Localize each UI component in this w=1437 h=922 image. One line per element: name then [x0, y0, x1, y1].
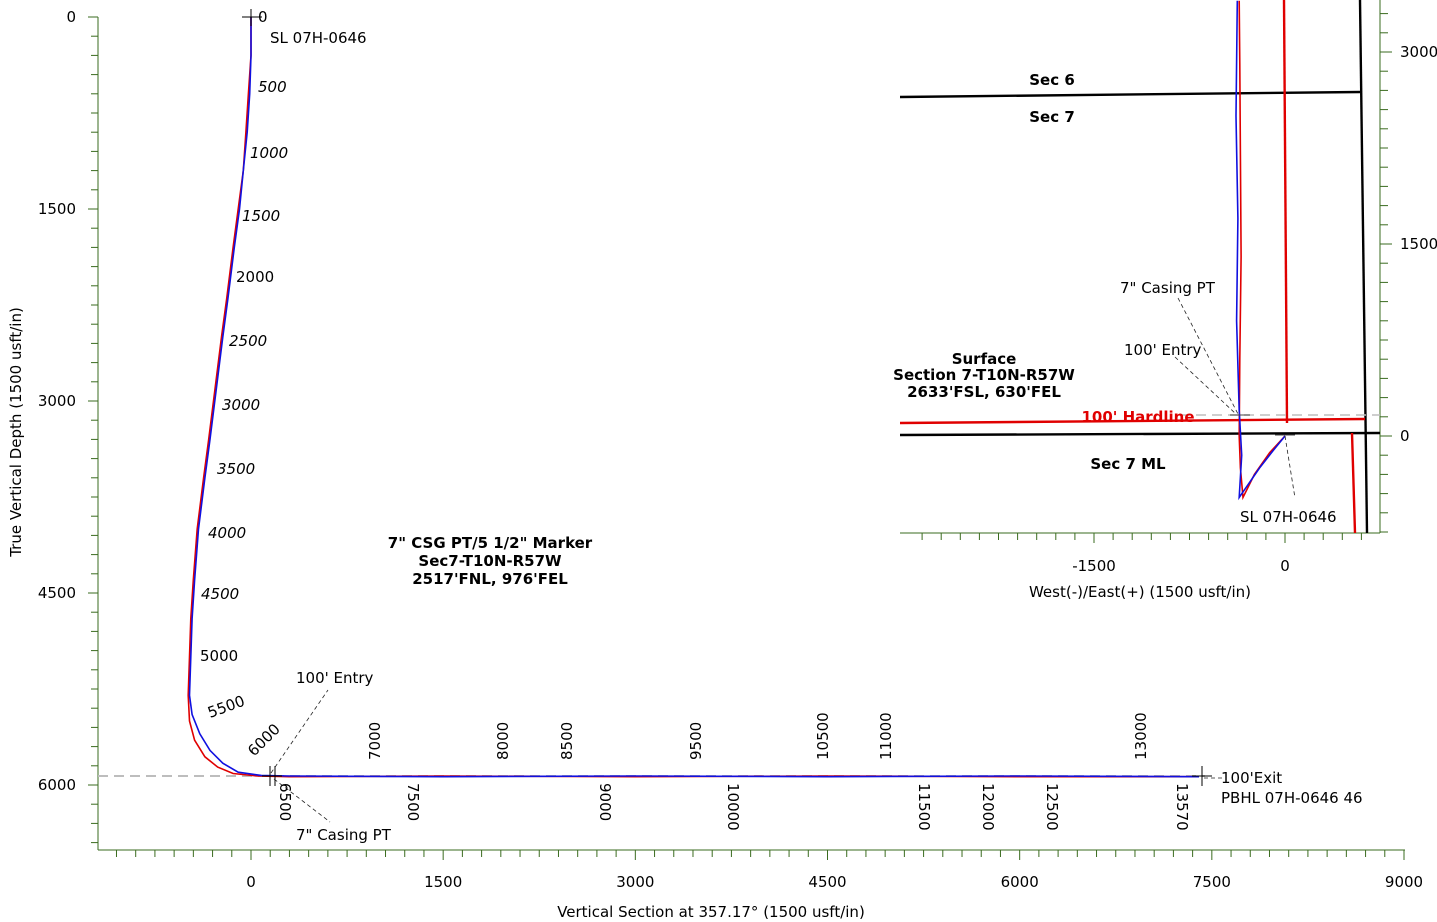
entry-crosshair: [262, 766, 282, 786]
md-label-lateral: 6500: [276, 783, 294, 821]
entry-leader-line: [270, 689, 329, 774]
inset-x-tick-label: 0: [1280, 557, 1290, 575]
x-tick-label: 6000: [1001, 873, 1039, 891]
exit-crosshair: [1192, 766, 1212, 786]
surface-line-1: Surface: [952, 350, 1017, 368]
x-tick-label: 0: [246, 873, 256, 891]
md-label-lateral: 11000: [877, 712, 895, 760]
md-label-curve: 4500: [201, 585, 239, 603]
hardline-label: 100' Hardline: [1081, 408, 1194, 426]
y-tick-label: 0: [66, 8, 76, 26]
md-label-curve: 6000: [244, 720, 284, 760]
y-axis-label: True Vertical Depth (1500 usft/in): [7, 307, 25, 558]
marker-line-3: 2517'FNL, 976'FEL: [412, 570, 568, 588]
md-label-curve: 0: [258, 8, 268, 26]
md-label-curve: 1000: [250, 144, 288, 162]
casing-leader-line: [273, 778, 331, 823]
exit-label: 100'Exit: [1221, 769, 1282, 787]
x-tick-label: 1500: [424, 873, 462, 891]
x-axis-ticks: 0 1500 3000 4500 6000 7500 9000: [115, 850, 1423, 891]
md-label-curve: 5500: [205, 692, 247, 722]
y-tick-label: 1500: [38, 200, 76, 218]
surface-crosshair: [242, 9, 262, 26]
inset-y-tick-label: 1500: [1400, 235, 1437, 253]
sec6-label: Sec 6: [1029, 71, 1075, 89]
y-tick-label: 3000: [38, 392, 76, 410]
inset-casing-label: 7" Casing PT: [1120, 279, 1216, 297]
vertical-section-series: [187, 17, 1200, 778]
vertical-section-axes: 0 1500 3000 4500 6000 7500 9000 0 1500 3000 4500 6…: [7, 8, 1423, 921]
marker-line-1: 7" CSG PT/5 1/2" Marker: [388, 534, 593, 552]
inset-background: [900, 0, 1380, 533]
inset-y-axis-ticks: 0 1500 3000: [1380, 13, 1437, 533]
east-section-line: [1358, 0, 1369, 534]
sec6-boundary-line: [899, 90, 1361, 99]
md-label-lateral: 11500: [915, 783, 933, 831]
plan-view-series: [1235, 0, 1286, 501]
inset-x-axis-ticks: -1500 0: [921, 533, 1362, 575]
hardline-right-segment: [1350, 432, 1357, 534]
casing-pt-label: 7" Casing PT: [296, 826, 392, 844]
md-label-curve: 500: [258, 78, 287, 96]
inset-casing-leader: [1177, 297, 1239, 415]
inset-actual-path-line: [1235, 0, 1286, 501]
md-label-curve: 4000: [208, 524, 246, 542]
sec7-ml-line: [899, 431, 1381, 437]
x-tick-label: 4500: [808, 873, 846, 891]
y-axis-ticks: 0 1500 3000 4500 6000: [38, 8, 98, 844]
hardline-vertical: [1282, 0, 1289, 424]
actual-wellpath-line: [188, 17, 1200, 778]
md-label-lateral: 9500: [687, 722, 705, 760]
inset-x-axis-label: West(-)/East(+) (1500 usft/in): [1029, 583, 1251, 601]
inset-y-tick-label: 0: [1400, 427, 1410, 445]
pbhl-label: PBHL 07H-0646 46: [1221, 789, 1363, 807]
md-label-curve: 1500: [242, 207, 280, 225]
inset-sl-label: SL 07H-0646: [1240, 508, 1337, 526]
y-tick-label: 4500: [38, 584, 76, 602]
md-label-curve: 2000: [236, 268, 274, 286]
md-label-lateral: 12500: [1043, 783, 1061, 831]
surface-line-2: Section 7-T10N-R57W: [893, 366, 1075, 384]
md-label-lateral: 8500: [558, 722, 576, 760]
md-label-lateral: 7500: [404, 783, 422, 821]
md-label-curve: 3000: [222, 396, 260, 414]
inset-sl-leader: [1284, 435, 1296, 499]
marker-line-2: Sec7-T10N-R57W: [418, 552, 562, 570]
inset-x-tick-label: -1500: [1072, 557, 1116, 575]
md-label-lateral: 8000: [494, 722, 512, 760]
md-label-curve: 2500: [229, 332, 267, 350]
md-label-lateral: 10500: [814, 712, 832, 760]
md-label-curve: 5000: [200, 647, 238, 665]
sec7-label: Sec 7: [1029, 108, 1075, 126]
sec7-ml-label: Sec 7 ML: [1090, 455, 1166, 473]
inset-y-tick-label: 3000: [1400, 43, 1437, 61]
marker-annotation: 7" CSG PT/5 1/2" Marker Sec7-T10N-R57W 2…: [388, 534, 593, 588]
md-label-lateral: 7000: [366, 722, 384, 760]
x-axis-label: Vertical Section at 357.17° (1500 usft/i…: [557, 903, 865, 921]
inset-entry-label: 100' Entry: [1124, 341, 1202, 359]
md-label-lateral: 9000: [596, 783, 614, 821]
x-tick-label: 7500: [1193, 873, 1231, 891]
md-label-lateral: 13570: [1173, 783, 1191, 831]
md-label-lateral: 10000: [724, 783, 742, 831]
surface-line-3: 2633'FSL, 630'FEL: [907, 383, 1061, 401]
x-tick-label: 3000: [616, 873, 654, 891]
entry-label: 100' Entry: [296, 669, 374, 687]
plan-view-inset: -1500 0 0 1500 3000 West(-)/East(+) (1500 u…: [893, 0, 1437, 601]
md-label-curve: 3500: [217, 460, 255, 478]
surface-location-label: SL 07H-0646: [270, 29, 367, 47]
md-label-lateral: 13000: [1132, 712, 1150, 760]
md-label-lateral: 12000: [979, 783, 997, 831]
x-tick-label: 9000: [1385, 873, 1423, 891]
y-tick-label: 6000: [38, 776, 76, 794]
